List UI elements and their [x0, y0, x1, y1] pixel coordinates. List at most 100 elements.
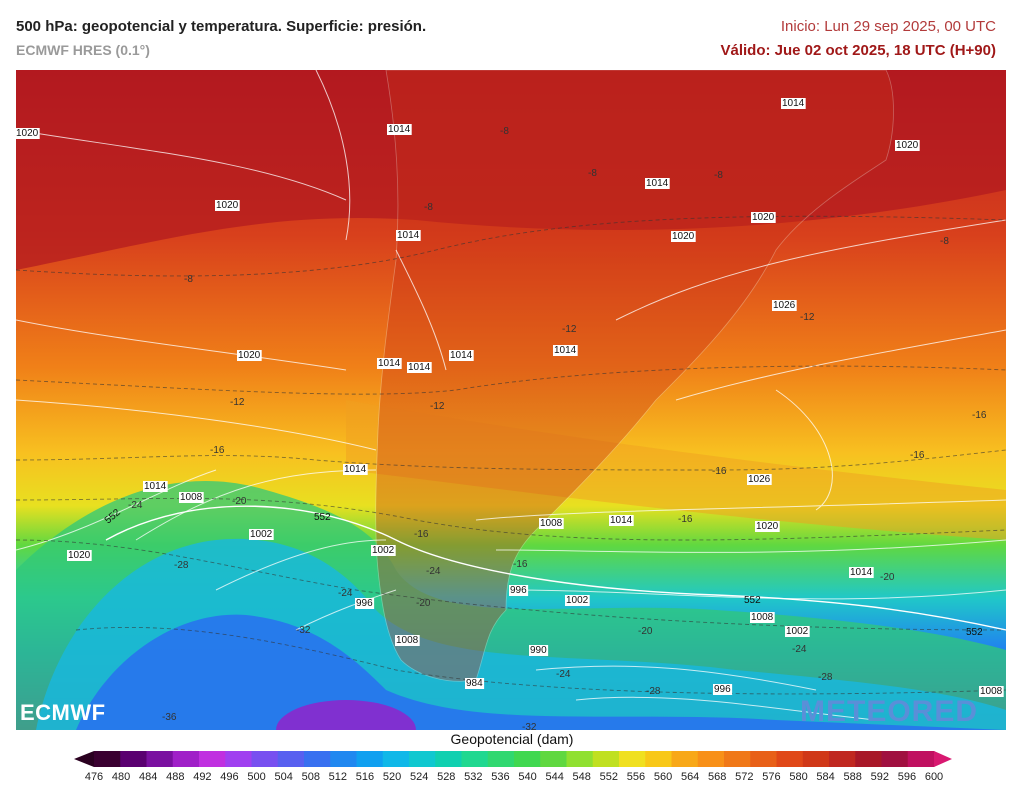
legend-tick-label: 524: [409, 771, 429, 783]
pressure-label: 1020: [16, 128, 39, 139]
temperature-label: -8: [500, 126, 509, 137]
label-background: [781, 98, 806, 109]
pressure-label: 1008: [540, 518, 563, 529]
legend-swatch: [592, 751, 620, 767]
label-background: [565, 595, 590, 606]
ecmwf-logo: ECMWF: [20, 700, 106, 725]
label-background: [355, 598, 375, 609]
temperature-label: -32: [296, 625, 311, 636]
label-background: [529, 645, 549, 656]
pressure-label: 996: [510, 585, 527, 596]
pressure-label: 1014: [388, 124, 411, 135]
legend-swatch: [619, 751, 646, 767]
legend-swatch: [514, 751, 541, 767]
legend-tick-label: 488: [166, 771, 185, 783]
legend-tick-label: 528: [437, 771, 456, 783]
pressure-label: 1026: [748, 474, 771, 485]
pressure-label: 1020: [756, 521, 779, 532]
pressure-label: 1014: [450, 350, 473, 361]
geopotential-label: 552: [966, 627, 983, 638]
temperature-label: -36: [162, 712, 177, 723]
geopotential-label: 552: [744, 595, 761, 606]
legend-tick-label: 520: [382, 771, 402, 783]
pressure-label: 984: [466, 678, 483, 689]
label-background: [343, 464, 368, 475]
temperature-label: -28: [646, 686, 661, 697]
pressure-label: 1014: [408, 362, 431, 373]
legend-tick-label: 532: [464, 771, 483, 783]
legend-swatch: [802, 751, 830, 767]
label-background: [16, 128, 40, 139]
label-background: [371, 545, 396, 556]
temperature-label: -32: [522, 722, 537, 730]
legend-swatch: [146, 751, 174, 767]
label-background: [755, 521, 780, 532]
temperature-label: -12: [430, 401, 445, 412]
legend-tick-label: 540: [518, 771, 537, 783]
legend-tick-label: 548: [572, 771, 591, 783]
legend-tick-label: 556: [626, 771, 646, 783]
label-background: [215, 200, 240, 211]
legend-title: Geopotencial (dam): [450, 731, 574, 747]
legend-swatch: [855, 751, 882, 767]
label-background: [772, 300, 797, 311]
temperature-label: -28: [174, 560, 189, 571]
legend-tick-label: 580: [789, 771, 808, 783]
pressure-label: 1014: [554, 345, 577, 356]
pressure-label: 1002: [372, 545, 395, 556]
legend-swatch: [277, 751, 305, 767]
legend-swatch: [487, 751, 515, 767]
pressure-label: 996: [356, 598, 373, 609]
legend-swatch: [251, 751, 279, 767]
valid-time: Válido: Jue 02 oct 2025, 18 UTC (H+90): [720, 42, 996, 59]
weather-map[interactable]: 1020 1020 1014 1014 1014 1014 1014 1014 …: [16, 70, 1006, 730]
label-background: [396, 230, 421, 241]
legend-tick-label: 480: [111, 771, 131, 783]
pressure-labels: 1020 1020 1014 1014 1014 1014 1014 1014 …: [16, 98, 1004, 697]
legend-swatch: [461, 751, 489, 767]
pressure-label: 1008: [396, 635, 419, 646]
legend-tick-label: 500: [247, 771, 266, 783]
legend-swatch: [356, 751, 384, 767]
temperature-label: -20: [638, 626, 653, 637]
label-background: [509, 585, 529, 596]
label-background: [539, 518, 564, 529]
temperature-label: -16: [678, 514, 693, 525]
label-background: [237, 350, 262, 361]
legend-swatch: [724, 751, 751, 767]
label-background: [713, 684, 733, 695]
temperature-label: -16: [414, 529, 429, 540]
label-background: [249, 529, 274, 540]
pressure-label: 1020: [238, 350, 261, 361]
temperature-label: -12: [230, 397, 245, 408]
temperature-label: -16: [972, 410, 987, 421]
contour-552: [105, 505, 1006, 631]
temperature-label: -16: [910, 450, 925, 461]
temperature-label: -24: [426, 566, 441, 577]
temperature-label: -16: [210, 445, 225, 456]
label-background: [671, 231, 696, 242]
legend-swatch: [225, 751, 252, 767]
legend-swatch: [330, 751, 357, 767]
temperature-label: -24: [556, 669, 571, 680]
legend-swatch: [540, 751, 567, 767]
label-background: [750, 612, 775, 623]
pressure-label: 1026: [773, 300, 796, 311]
low-center: [276, 700, 416, 730]
legend-tick-label: 588: [843, 771, 862, 783]
trough-blue: [76, 614, 1006, 730]
legend-tick-label: 596: [897, 771, 917, 783]
pressure-label: 996: [714, 684, 731, 695]
temperature-labels: -8 -8 -8 -8 -8 -8 -12 -12 -12 -12 -16 -1…: [128, 126, 987, 730]
label-background: [553, 345, 578, 356]
map-title: 500 hPa: geopotencial y temperatura. Sup…: [16, 18, 427, 35]
legend-swatch: [645, 751, 672, 767]
legend-tick-label: 484: [139, 771, 158, 783]
temperature-label: -16: [712, 466, 727, 477]
temperature-label: -20: [232, 496, 247, 507]
legend-tick-label: 508: [301, 771, 320, 783]
legend-swatch: [172, 751, 200, 767]
temperature-label: -20: [880, 572, 895, 583]
legend-tick-label: 492: [193, 771, 212, 783]
legend-tick-label: 516: [355, 771, 375, 783]
